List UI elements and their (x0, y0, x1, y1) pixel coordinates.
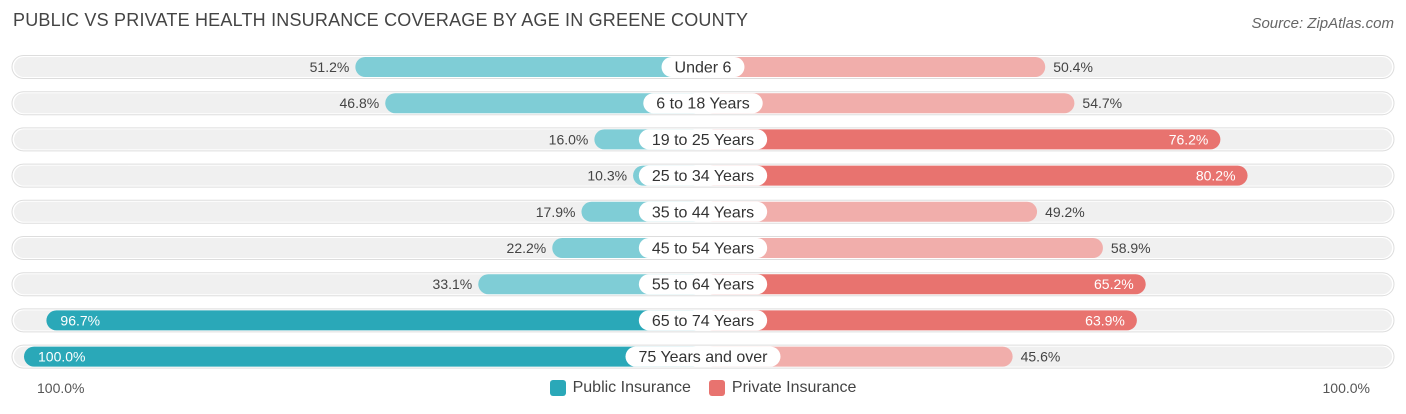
category-text: 35 to 44 Years (652, 204, 754, 221)
category-label: 6 to 18 Years (643, 93, 763, 114)
axis-right-label: 100.0% (1322, 380, 1370, 396)
category-pill (643, 93, 763, 114)
value-label-public: 33.1% (433, 276, 473, 292)
bar-private[interactable] (703, 201, 1038, 222)
bar-private[interactable] (703, 129, 1221, 150)
category-pill (638, 165, 768, 186)
category-label: 45 to 54 Years (638, 238, 768, 258)
category-text: 55 to 64 Years (652, 277, 754, 294)
category-label: 35 to 44 Years (638, 201, 768, 222)
bar-chart: 51.2% 50.4% Under 6 46.8% 54.7% 6 to 18 Years… (11, 55, 1395, 369)
category-pill (638, 238, 768, 258)
category-pill (638, 310, 768, 331)
category-label: 25 to 34 Years (638, 165, 768, 186)
category-text: 65 to 74 Years (652, 313, 754, 330)
legend-item-public[interactable]: Public Insurance (549, 379, 691, 397)
value-label-public: 22.2% (507, 240, 547, 256)
category-text: Under 6 (675, 60, 732, 77)
legend-swatch-private (708, 380, 725, 396)
category-label: 65 to 74 Years (638, 310, 768, 331)
bar-private[interactable] (703, 346, 1013, 367)
bar-private[interactable] (703, 165, 1248, 186)
bar-public[interactable] (355, 57, 703, 77)
legend: Public Insurance Private Insurance (0, 379, 1406, 397)
category-label: 55 to 64 Years (638, 274, 768, 295)
bar-private[interactable] (703, 310, 1137, 331)
value-label-public: 46.8% (340, 95, 380, 111)
bar-public[interactable] (46, 310, 704, 331)
category-label: 19 to 25 Years (638, 129, 768, 150)
legend-item-private[interactable]: Private Insurance (708, 379, 857, 397)
value-label-public: 17.9% (536, 204, 576, 220)
category-text: 19 to 25 Years (652, 132, 754, 149)
bar-private[interactable] (703, 238, 1103, 258)
bar-private[interactable] (703, 274, 1146, 295)
value-label-private: 49.2% (1045, 204, 1085, 220)
value-label-private: 54.7% (1082, 95, 1122, 111)
bar-public[interactable] (385, 93, 703, 114)
value-label-private: 45.6% (1021, 349, 1061, 365)
value-label-public: 100.0% (38, 349, 85, 365)
legend-label-public: Public Insurance (572, 379, 691, 396)
value-label-private: 63.9% (1085, 312, 1125, 328)
legend-swatch-public (549, 380, 566, 396)
category-pill (638, 274, 768, 295)
category-pill (638, 129, 768, 150)
category-pill (625, 346, 781, 367)
value-label-public: 96.7% (60, 312, 100, 328)
value-label-private: 76.2% (1169, 131, 1209, 147)
category-text: 45 to 54 Years (652, 241, 754, 258)
category-text: 6 to 18 Years (656, 96, 749, 113)
bar-private[interactable] (703, 57, 1046, 77)
category-text: 25 to 34 Years (652, 168, 754, 185)
legend-label-private: Private Insurance (731, 379, 857, 396)
value-label-public: 16.0% (549, 131, 589, 147)
value-label-private: 58.9% (1111, 240, 1151, 256)
value-label-public: 51.2% (310, 59, 350, 75)
category-text: 75 Years and over (639, 349, 769, 366)
category-pill (638, 201, 768, 222)
value-label-private: 80.2% (1196, 168, 1236, 184)
value-label-public: 10.3% (587, 168, 627, 184)
category-pill (661, 57, 745, 77)
source-label: Source: ZipAtlas.com (1251, 15, 1394, 32)
category-label: Under 6 (661, 57, 745, 77)
bar-public[interactable] (24, 346, 703, 367)
value-label-private: 65.2% (1094, 276, 1134, 292)
axis-left-label: 100.0% (37, 380, 85, 396)
chart-title: PUBLIC VS PRIVATE HEALTH INSURANCE COVER… (13, 10, 749, 30)
bar-private[interactable] (703, 93, 1075, 114)
value-label-private: 50.4% (1053, 59, 1093, 75)
category-label: 75 Years and over (625, 346, 781, 367)
